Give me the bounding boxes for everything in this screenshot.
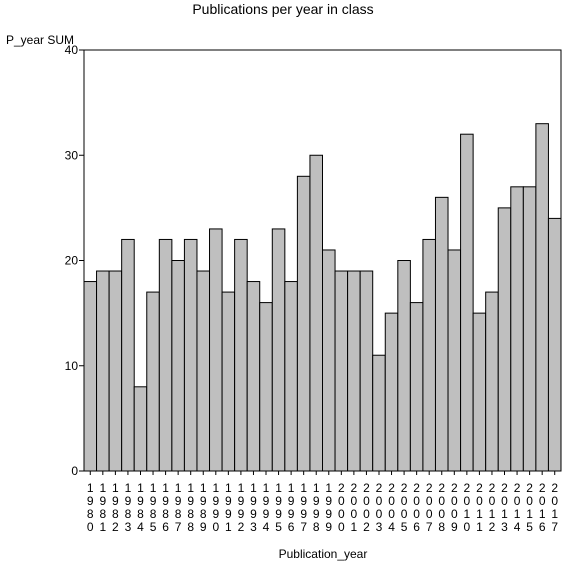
y-tick-label: 10 — [65, 359, 79, 373]
bar-2009 — [447, 249, 462, 472]
bar-2008 — [434, 196, 449, 472]
bar-2006 — [409, 302, 424, 472]
bar-2017 — [547, 217, 562, 472]
x-axis-title: Publication_year — [279, 547, 368, 561]
bar-1992 — [234, 238, 248, 472]
bar-2011 — [472, 312, 487, 472]
y-tick-label: 0 — [71, 464, 78, 478]
bar-1984 — [133, 386, 148, 472]
bar-1981 — [96, 270, 110, 472]
bar-1988 — [183, 238, 198, 472]
bar-2000 — [334, 270, 349, 472]
bar-2013 — [497, 207, 512, 472]
y-tick-label: 40 — [65, 43, 79, 57]
bar-2012 — [485, 291, 499, 472]
bar-1999 — [322, 249, 336, 472]
bar-2015 — [522, 186, 537, 472]
bar-2002 — [359, 270, 374, 472]
bar-1993 — [246, 281, 261, 472]
bar-2007 — [422, 238, 436, 472]
bar-2014 — [510, 186, 524, 472]
bar-1985 — [146, 291, 160, 472]
bar-2016 — [535, 123, 549, 472]
bars — [83, 123, 562, 472]
y-axis: 0 10 20 30 40 — [65, 43, 84, 478]
bar-1982 — [108, 270, 123, 472]
bar-1996 — [284, 281, 298, 472]
bar-1990 — [209, 228, 223, 472]
x-axis: 1 9 8 0 1 9 8 1 1 9 8 2 1 9 8 3 1 9 8 4 1 9 8 5 1 9 8 6 1 9 8 7 1 9 8 8 1 9 8 9… — [87, 471, 558, 534]
chart-title: Publications per year in class — [192, 1, 373, 17]
bar-2004 — [384, 312, 399, 472]
bar-2001 — [347, 270, 361, 472]
bar-1994 — [259, 302, 273, 472]
bar-1997 — [296, 175, 311, 472]
y-tick-label: 30 — [65, 148, 79, 162]
bar-1987 — [171, 260, 185, 472]
bar-1995 — [271, 228, 286, 472]
y-tick-label: 20 — [65, 254, 79, 268]
bar-2010 — [460, 133, 474, 472]
bar-1986 — [158, 238, 173, 472]
bar-1983 — [121, 238, 135, 472]
bar-2005 — [397, 260, 411, 472]
bar-1989 — [196, 270, 211, 472]
bar-2003 — [372, 354, 386, 472]
bar-1991 — [221, 291, 236, 472]
y-axis-title: P_year SUM — [6, 33, 74, 47]
bar-1980 — [83, 281, 98, 472]
bar-1998 — [309, 154, 324, 472]
